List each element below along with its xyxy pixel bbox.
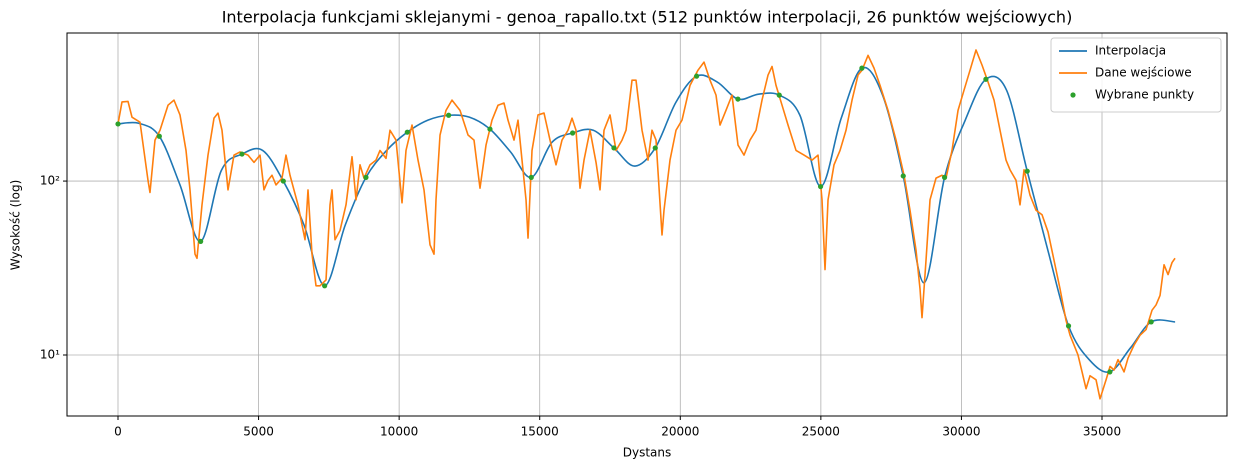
data-point	[900, 173, 906, 179]
data-point	[487, 126, 493, 132]
legend: Interpolacja Dane wejściowe Wybrane punkty	[1050, 37, 1222, 113]
legend-label: Wybrane punkty	[1095, 88, 1194, 102]
plot-area	[115, 49, 1176, 400]
legend-marker	[1070, 92, 1076, 98]
x-tick-label: 15000	[521, 425, 559, 439]
y-axis-label: Wysokość (log)	[9, 180, 23, 271]
y-tick-label: 10²	[40, 174, 60, 188]
data-point	[115, 121, 121, 127]
data-point	[941, 174, 948, 180]
data-point	[239, 151, 245, 157]
x-tick-label: 20000	[661, 425, 699, 439]
x-tick-label: 10000	[380, 425, 418, 439]
legend-label: Dane wejściowe	[1095, 66, 1192, 80]
x-tick-label: 25000	[802, 425, 840, 439]
data-point	[776, 92, 782, 98]
data-point	[1065, 323, 1072, 329]
data-point	[611, 145, 617, 151]
data-point	[817, 183, 824, 190]
data-point	[528, 174, 534, 180]
data-point	[446, 112, 452, 118]
data-point	[735, 96, 741, 102]
x-tick-label: 0	[114, 425, 122, 439]
legend-box	[1050, 37, 1222, 113]
x-tick-label: 30000	[942, 425, 980, 439]
chart-title: Interpolacja funkcjami sklejanymi - geno…	[222, 8, 1073, 28]
data-point	[1107, 369, 1113, 375]
data-point	[859, 65, 865, 71]
data-point	[363, 174, 369, 180]
series-line	[117, 49, 1176, 400]
data-point	[280, 178, 286, 184]
data-point	[322, 283, 328, 289]
data-point	[983, 76, 989, 82]
data-point	[404, 129, 410, 135]
x-tick-label: 35000	[1083, 425, 1121, 439]
axes: 0 5000 10000 15000 20000 25000 30000 35000 10¹ 10…	[40, 174, 1121, 439]
data-point	[693, 73, 700, 79]
data-point	[156, 133, 162, 139]
data-point	[570, 130, 576, 136]
x-tick-label: 5000	[243, 425, 274, 439]
axes-frame	[66, 32, 1228, 417]
legend-label: Interpolacja	[1095, 44, 1166, 58]
y-tick-label: 10¹	[40, 348, 60, 362]
data-point	[1148, 319, 1154, 325]
x-axis-label: Dystans	[623, 446, 672, 460]
data-point	[652, 145, 658, 151]
data-point	[1024, 168, 1030, 174]
data-point	[198, 238, 204, 244]
